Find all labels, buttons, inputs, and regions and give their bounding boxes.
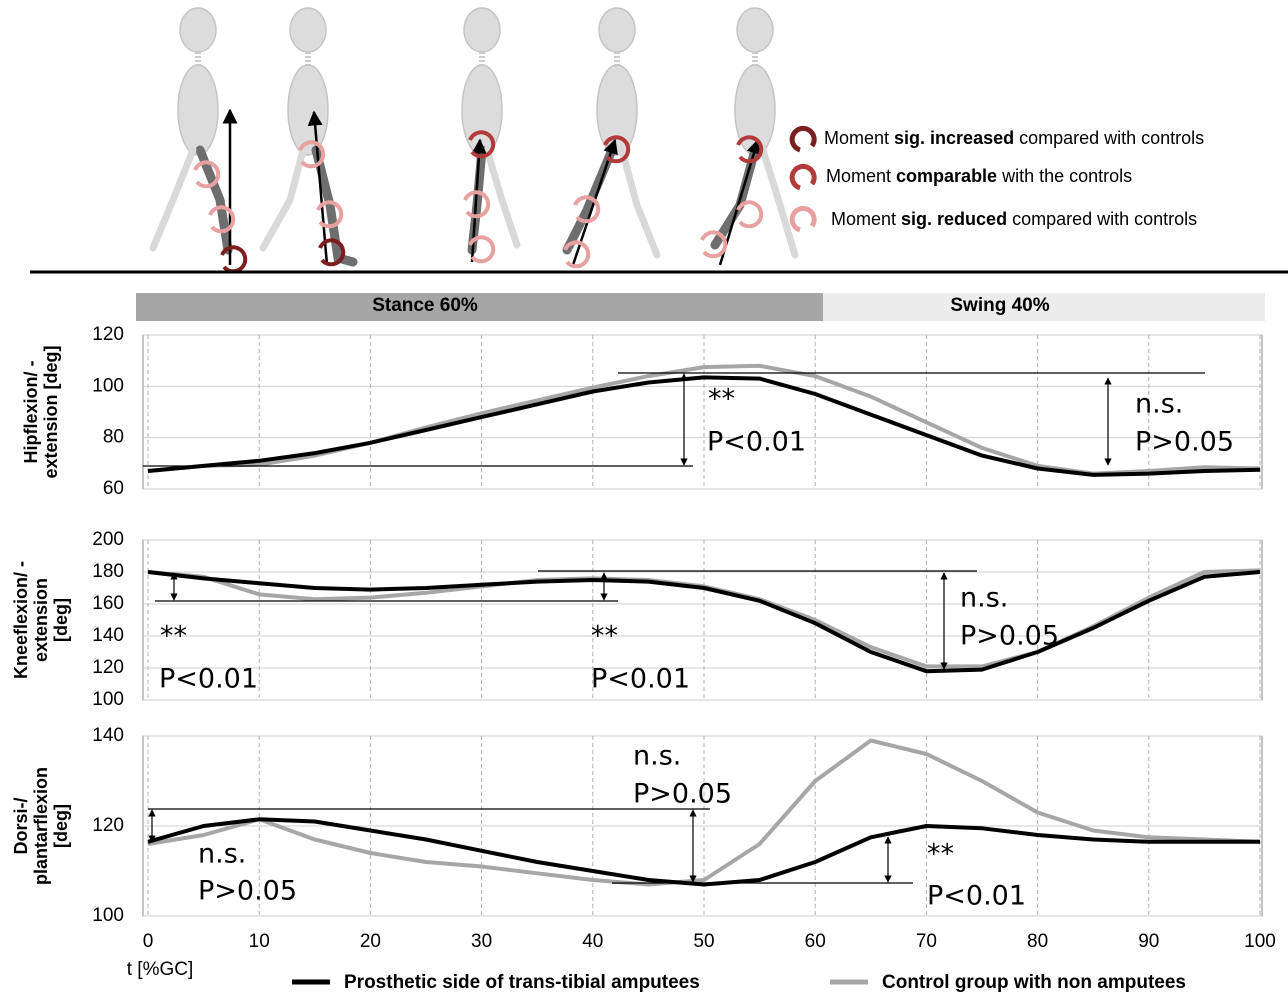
y-tick-label: 140 [92,725,124,746]
legend-label: Prosthetic side of trans-tibial amputees [344,972,700,993]
y-axis-label: extension [31,578,51,662]
y-axis-label: Kneeflexion/ - [11,561,31,679]
series-line [147,817,1260,887]
x-tick-label: 70 [916,931,937,952]
annotation: ** [591,621,618,652]
moment-legend-entry: Moment comparable with the controls [826,166,1132,186]
moment-legend-text: sig. reduced [901,209,1007,229]
stance-bar [136,293,823,321]
annotation: n.s. [960,583,1008,614]
x-tick-label: 80 [1027,931,1048,952]
y-axis-label: extension [deg] [41,345,61,478]
annotation: n.s. [198,839,246,870]
annotation: P>0.05 [198,876,297,907]
legend-label: Control group with non amputees [882,972,1186,993]
plot-area [142,334,1263,490]
phase-label: Swing 40% [950,295,1049,316]
moment-legend-entry: Moment sig. increased compared with cont… [824,128,1204,148]
y-tick-label: 200 [92,529,124,550]
moment-legend-entry: Moment sig. reduced compared with contro… [831,209,1197,229]
y-tick-label: 80 [103,427,124,448]
gait-illustration [149,8,817,274]
x-tick-label: 20 [360,931,381,952]
annotation: P<0.01 [927,881,1026,912]
y-tick-label: 100 [92,689,124,710]
swing-bar [823,293,1265,321]
moment-legend-text: Moment [831,209,901,229]
moment-legend-text: Moment [824,128,894,148]
x-tick-label: 40 [582,931,603,952]
series-line [147,738,1261,887]
annotation: ** [927,839,954,870]
y-axis-label: Dorsi-/ [11,797,31,854]
annotation: P<0.01 [591,664,690,695]
y-tick-label: 120 [92,815,124,836]
x-tick-label: 50 [693,931,714,952]
series-line [147,570,1261,674]
charts: Moment sig. increased compared with cont… [11,128,1276,993]
annotation: ** [160,621,187,652]
moment-legend-text: with the controls [997,166,1132,186]
series-line [147,375,1261,477]
y-tick-label: 120 [92,324,124,345]
y-tick-label: 100 [92,905,124,926]
moment-legend-text: sig. increased [894,128,1014,148]
annotation: P>0.05 [960,621,1059,652]
x-tick-label: 30 [471,931,492,952]
x-axis-label: t [%GC] [127,959,194,980]
moment-legend-text: comparable [896,166,997,186]
annotation: P<0.01 [159,664,258,695]
y-axis-label: [deg] [51,804,71,848]
x-tick-label: 90 [1138,931,1159,952]
annotation: P>0.05 [1135,427,1234,458]
x-tick-label: 60 [805,931,826,952]
annotation: n.s. [633,741,681,772]
plot-area [142,539,1263,701]
y-tick-label: 160 [92,593,124,614]
x-tick-label: 10 [249,931,270,952]
x-tick-label: 100 [1244,931,1276,952]
phase-label: Stance 60% [372,295,478,316]
annotation: P<0.01 [707,427,806,458]
moment-legend-text: Moment [826,166,896,186]
x-tick-label: 0 [143,931,154,952]
annotation: n.s. [1135,389,1183,420]
y-axis-label: Hipflexion/ - [21,360,41,463]
y-tick-label: 120 [92,657,124,678]
y-axis-label: plantarflexion [31,767,51,885]
annotation: ** [708,384,735,415]
y-tick-label: 140 [92,625,124,646]
y-tick-label: 180 [92,561,124,582]
moment-legend-text: compared with controls [1014,128,1204,148]
y-tick-label: 60 [103,478,124,499]
y-tick-label: 100 [92,375,124,396]
y-axis-label: [deg] [51,598,71,642]
moment-legend-text: compared with controls [1007,209,1197,229]
annotation: P>0.05 [633,779,732,810]
